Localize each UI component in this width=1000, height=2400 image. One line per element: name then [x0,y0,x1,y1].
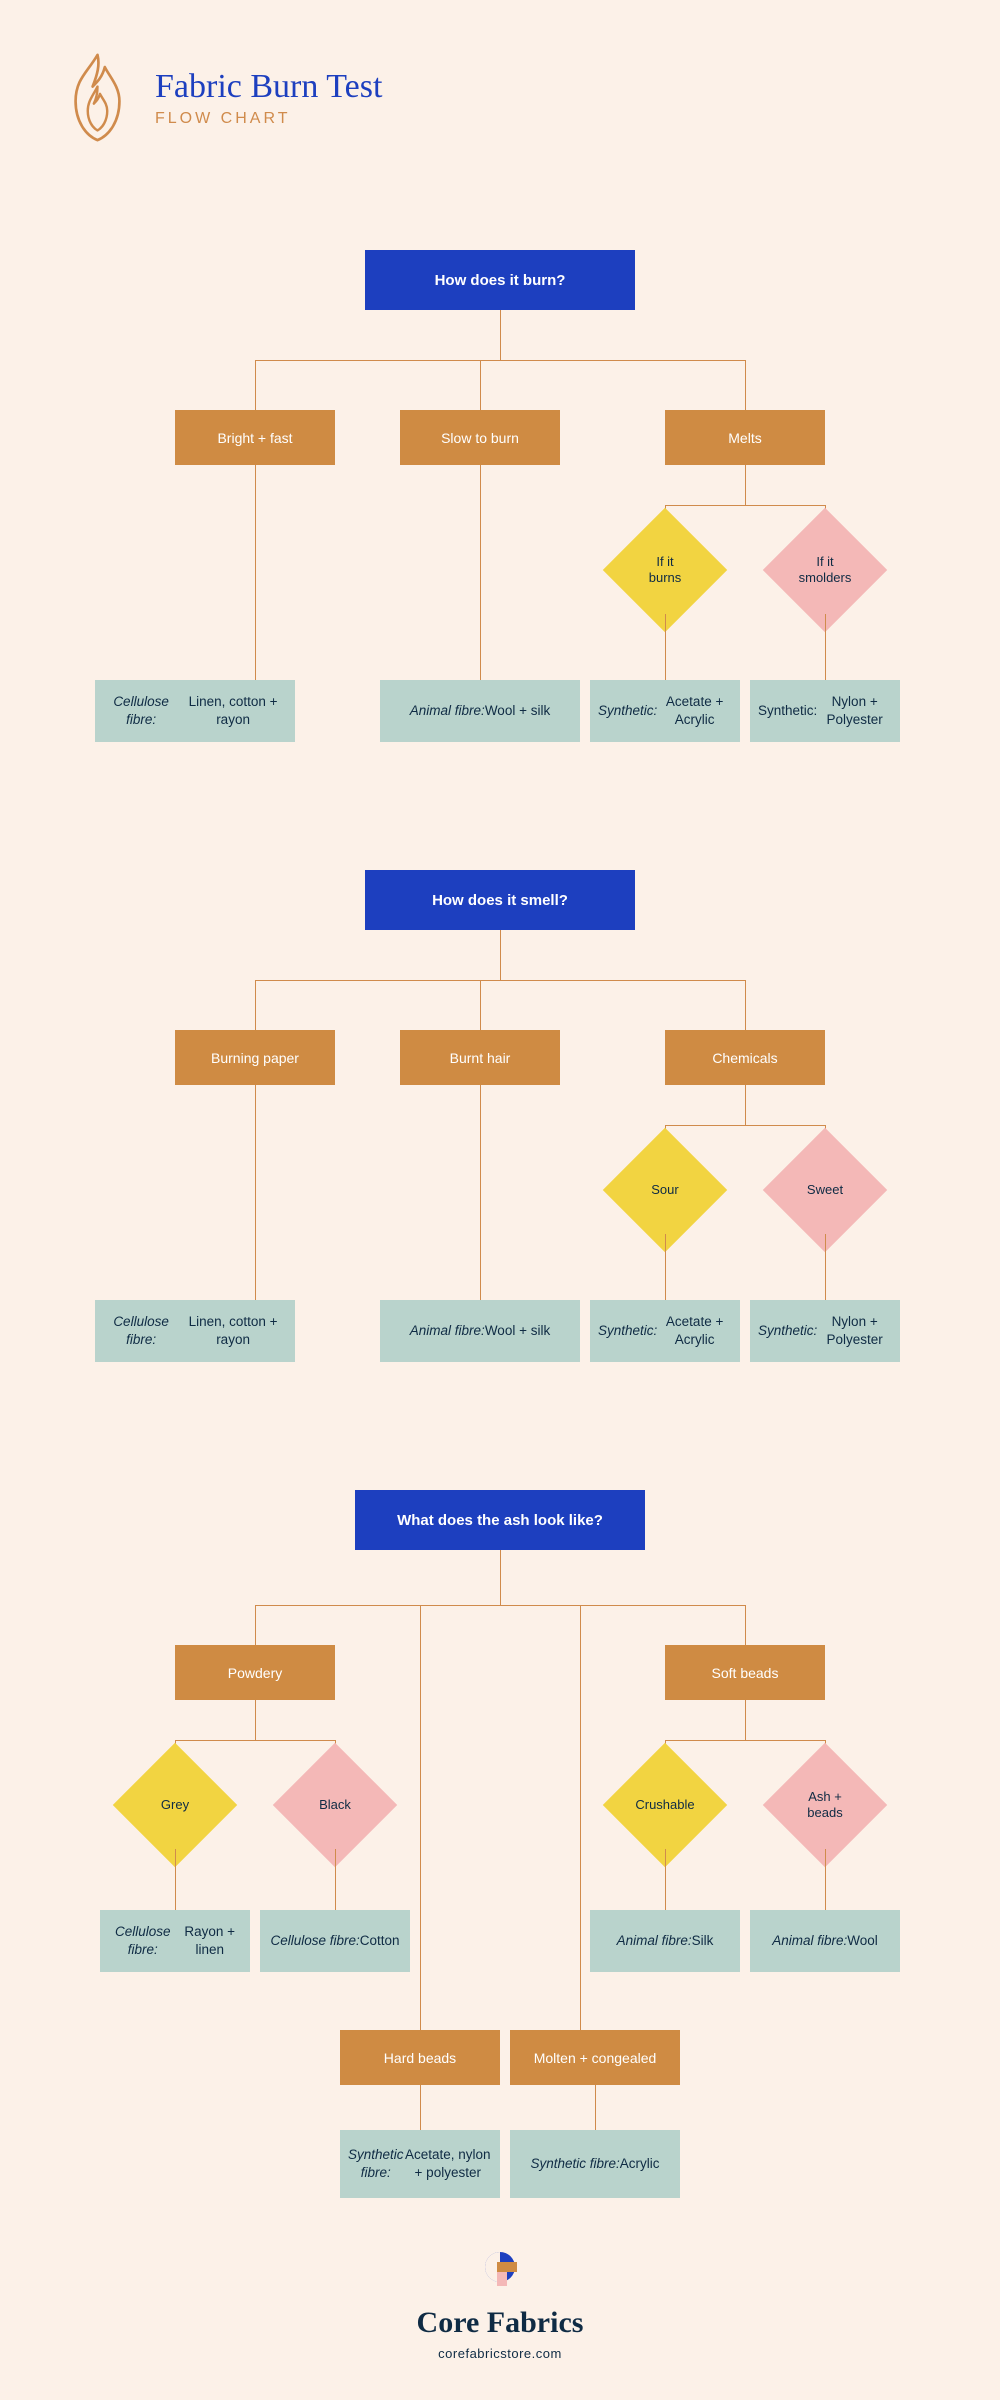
result-box: Animal fibre:Wool + silk [380,1300,580,1362]
option-box: Soft beads [665,1645,825,1700]
option-box: Hard beads [340,2030,500,2085]
decision-diamond: Black [291,1761,379,1849]
result-box: Synthetic:Acetate + Acrylic [590,680,740,742]
decision-diamond: Ash +beads [781,1761,869,1849]
flame-icon [60,50,135,145]
page-footer: Core Fabrics corefabricstore.com [0,2250,1000,2361]
option-box: Slow to burn [400,410,560,465]
result-box: Animal fibre:Silk [590,1910,740,1972]
option-box: Bright + fast [175,410,335,465]
question-box: How does it smell? [365,870,635,930]
option-box: Powdery [175,1645,335,1700]
decision-diamond: Grey [131,1761,219,1849]
brand-logo-icon [479,2250,521,2292]
flowchart-canvas: Fabric Burn Test FLOW CHART How does it bu… [0,0,1000,2400]
decision-diamond: Sweet [781,1146,869,1234]
option-box: Burning paper [175,1030,335,1085]
result-box: Cellulose fibre:Linen, cotton + rayon [95,1300,295,1362]
result-box: Animal fibre:Wool + silk [380,680,580,742]
result-box: Synthetic fibre:Acrylic [510,2130,680,2198]
result-box: Cellulose fibre:Cotton [260,1910,410,1972]
result-box: Synthetic:Acetate + Acrylic [590,1300,740,1362]
decision-diamond: Crushable [621,1761,709,1849]
result-box: Animal fibre:Wool [750,1910,900,1972]
result-box: Synthetic fibre:Acetate, nylon + polyest… [340,2130,500,2198]
question-box: What does the ash look like? [355,1490,645,1550]
result-box: Cellulose fibre:Linen, cotton + rayon [95,680,295,742]
brand-url: corefabricstore.com [0,2346,1000,2361]
result-box: Synthetic:Nylon + Polyester [750,680,900,742]
decision-diamond: Sour [621,1146,709,1234]
page-subtitle: FLOW CHART [155,110,382,128]
page-header: Fabric Burn Test FLOW CHART [60,50,382,145]
page-title: Fabric Burn Test [155,68,382,106]
decision-diamond: If itsmolders [781,526,869,614]
question-box: How does it burn? [365,250,635,310]
result-box: Synthetic:Nylon + Polyester [750,1300,900,1362]
decision-diamond: If itburns [621,526,709,614]
option-box: Burnt hair [400,1030,560,1085]
result-box: Cellulose fibre:Rayon + linen [100,1910,250,1972]
option-box: Molten + congealed [510,2030,680,2085]
option-box: Chemicals [665,1030,825,1085]
option-box: Melts [665,410,825,465]
brand-name: Core Fabrics [0,2306,1000,2340]
